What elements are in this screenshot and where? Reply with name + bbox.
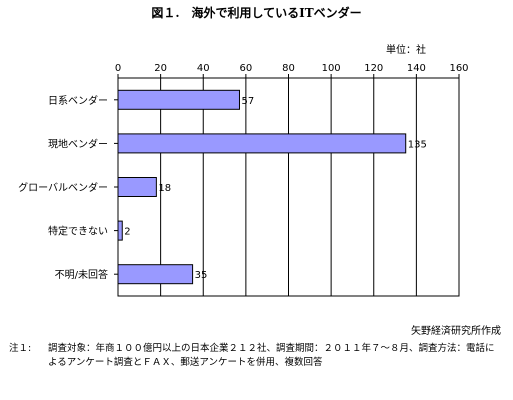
value-label: 18 — [158, 183, 171, 194]
category-label: 日系ベンダー — [48, 94, 108, 107]
x-tick-label: 0 — [115, 63, 121, 74]
x-tick-label: 60 — [240, 63, 253, 74]
value-label: 57 — [241, 96, 254, 107]
x-tick-label: 120 — [364, 63, 383, 74]
x-tick-label: 80 — [282, 63, 295, 74]
chart-title: 図１. 海外で利用しているITベンダー — [151, 6, 362, 20]
footnote-text: 調査対象：年商１００億円以上の日本企業２１２社、調査期間：２０１１年７～８月、調… — [48, 343, 495, 368]
category-label: 特定できない — [48, 225, 108, 238]
value-label: 135 — [408, 139, 427, 150]
x-tick-label: 100 — [322, 63, 341, 74]
category-label: 不明/未回答 — [55, 268, 108, 281]
source-label: 矢野経済研究所作成 — [411, 326, 501, 337]
bar — [117, 177, 157, 197]
x-tick-label: 160 — [449, 63, 468, 74]
category-label: 現地ベンダー — [48, 137, 108, 150]
value-label: 2 — [124, 227, 130, 238]
category-label: グローバルベンダー — [18, 181, 108, 194]
x-tick-label: 140 — [407, 63, 426, 74]
unit-label: 単位：社 — [386, 45, 426, 56]
x-tick-label: 40 — [197, 63, 210, 74]
bar — [117, 220, 123, 241]
bar — [117, 133, 407, 154]
x-tick-label: 20 — [154, 63, 167, 74]
value-label: 35 — [195, 270, 208, 281]
footnote-label: 注１: — [9, 343, 32, 354]
bar — [117, 89, 240, 110]
bar — [117, 264, 194, 285]
